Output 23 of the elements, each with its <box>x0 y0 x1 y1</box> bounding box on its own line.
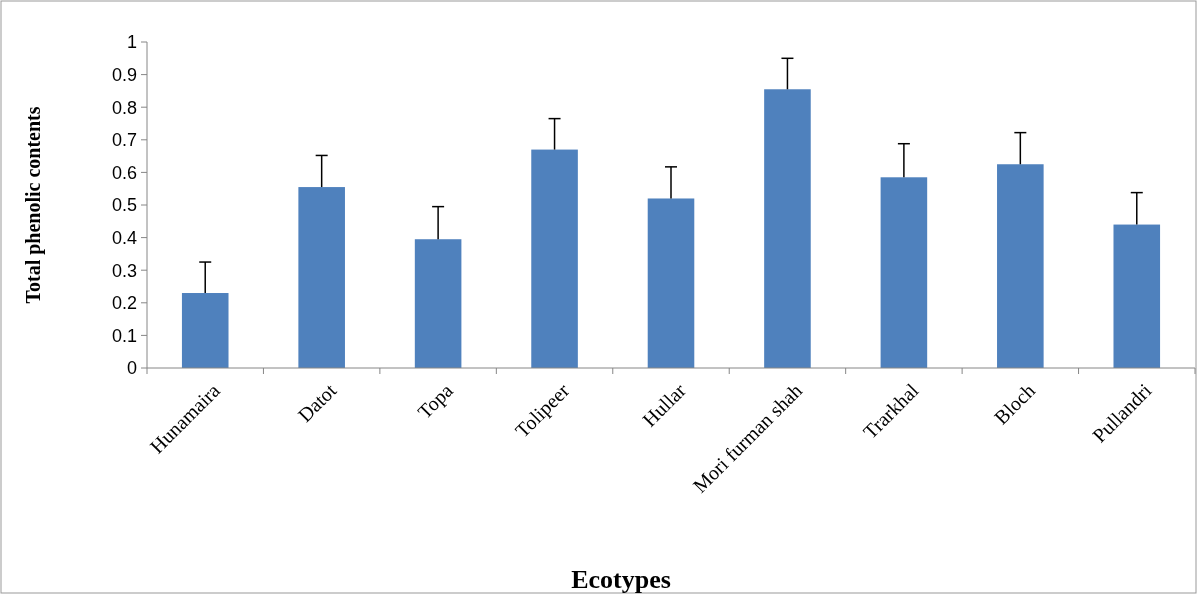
y-tick-label: 0.3 <box>111 260 137 281</box>
y-tick-label: 0.8 <box>111 97 137 118</box>
y-tick-label: 0 <box>126 358 137 379</box>
bar <box>414 239 462 368</box>
y-tick-label: 0.1 <box>111 325 137 346</box>
x-axis-title: Ecotypes <box>571 565 671 594</box>
bar <box>880 177 928 368</box>
y-axis-title: Total phenolic contents <box>22 106 45 304</box>
bar <box>647 198 695 368</box>
y-tick-label: 0.2 <box>111 293 137 314</box>
bar <box>1113 224 1161 368</box>
y-tick-label: 0.9 <box>111 64 137 85</box>
bar <box>298 187 345 368</box>
x-tick-label: Topa <box>413 379 458 424</box>
bar <box>764 89 811 368</box>
y-tick-label: 0.6 <box>111 162 137 183</box>
y-tick-label: 0.7 <box>111 130 137 151</box>
bar <box>997 164 1044 368</box>
y-tick-label: 0.4 <box>111 227 137 248</box>
y-tick-label: 0.5 <box>111 195 137 216</box>
y-tick-label: 1 <box>126 32 137 53</box>
bar <box>531 149 578 368</box>
bar <box>181 293 229 368</box>
